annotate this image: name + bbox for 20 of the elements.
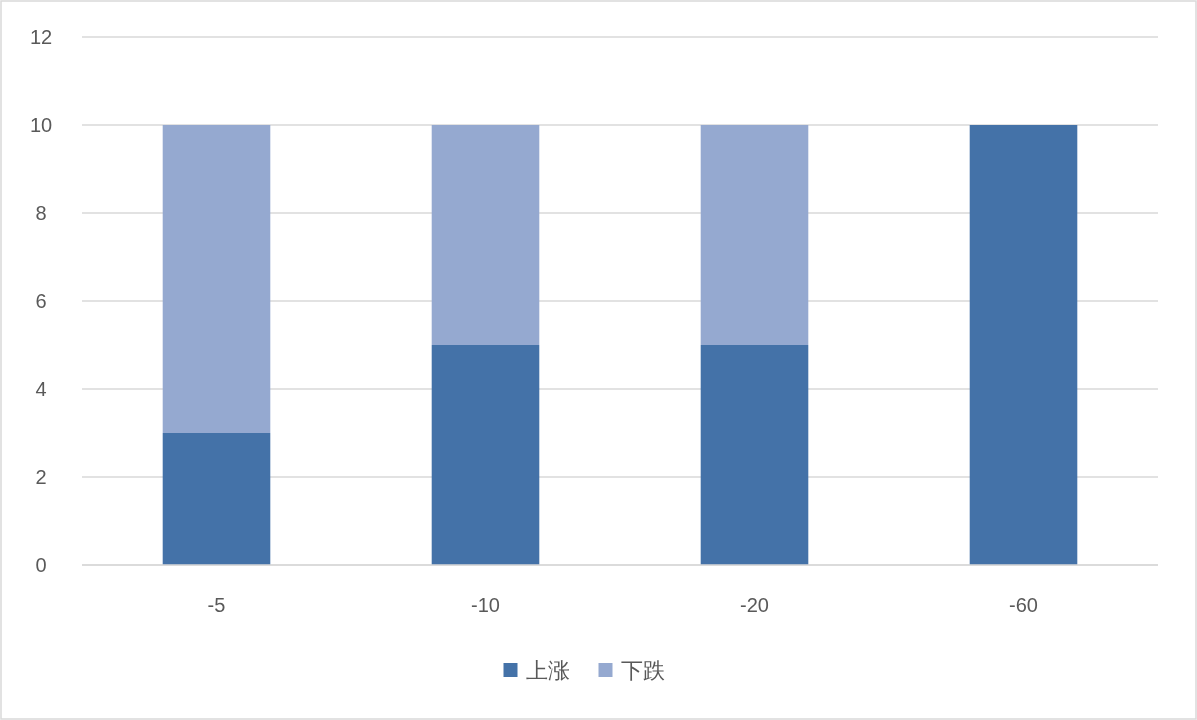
- bar: [969, 125, 1078, 565]
- x-tick-label: -60: [1009, 594, 1038, 616]
- x-tick-label: -10: [471, 594, 500, 616]
- y-tick-label: 12: [29, 26, 53, 48]
- bar: [700, 125, 809, 345]
- bar: [162, 125, 271, 433]
- y-tick-label: 4: [35, 378, 47, 400]
- y-tick-label: 6: [35, 290, 47, 312]
- y-tick-label: 8: [35, 202, 47, 224]
- bar: [431, 345, 540, 565]
- y-tick-label: 10: [29, 114, 53, 136]
- bar: [700, 345, 809, 565]
- legend-label: 上涨: [525, 658, 570, 683]
- x-tick-label: -5: [207, 594, 226, 616]
- x-tick-label: -20: [740, 594, 769, 616]
- bar: [162, 433, 271, 565]
- bar: [431, 125, 540, 345]
- legend-label: 下跌: [620, 658, 665, 683]
- y-tick-label: 2: [35, 466, 47, 488]
- y-tick-label: 0: [35, 554, 47, 576]
